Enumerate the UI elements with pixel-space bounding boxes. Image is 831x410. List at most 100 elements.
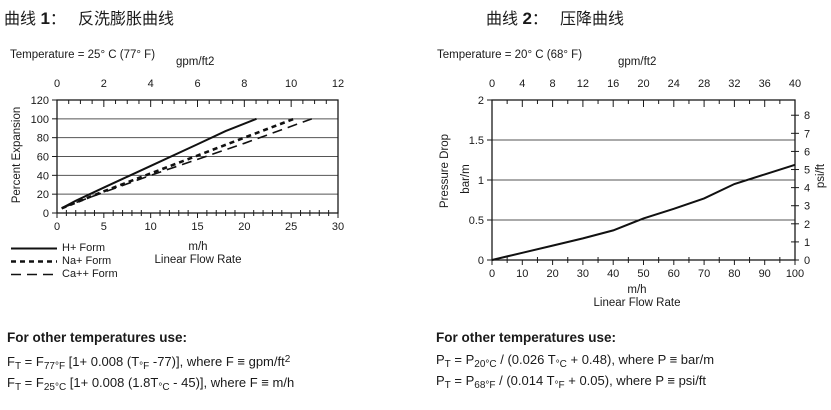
legend-item-na-form: Na+ Form [11, 255, 118, 267]
tick-label: 2 [804, 219, 810, 231]
tick-label: 120 [31, 95, 49, 107]
left-chart-title: 曲线 1： 反洗膨胀曲线 [4, 5, 174, 29]
formula-segment: [1+ 0.008 (T [65, 353, 140, 369]
left-x-axis-title: m/h Linear Flow Rate [118, 241, 278, 267]
tick-labels: 0 4 8 12 16 20 24 28 32 36 400 10 20 30 40 50 60 70 80 90 10… [469, 78, 810, 280]
formula-segment: [1+ 0.008 (1.8T [66, 375, 159, 390]
tick-label: 8 [241, 78, 247, 90]
tick-label: 4 [804, 183, 810, 195]
tick-label: 1 [804, 237, 810, 249]
tick-label: 0 [489, 78, 495, 90]
tick-label: 0 [478, 255, 484, 267]
right-formula-line-2: PT = P68°F / (0.014 T°F + 0.05), where P… [436, 373, 714, 395]
tick-label: 0 [804, 255, 810, 267]
right-formulas-block: For other temperatures use: PT = P20°C /… [436, 330, 714, 395]
tick-label: 25 [285, 221, 297, 233]
left-formula-line-2: FT = F25°C [1+ 0.008 (1.8T°C - 45)], whe… [7, 375, 294, 397]
tick-label: 20 [37, 189, 49, 201]
tick-label: 12 [332, 78, 344, 90]
left-formulas-heading: For other temperatures use: [7, 330, 188, 345]
legend-label: Na+ Form [62, 255, 112, 267]
left-chart-title-number: 1 [40, 9, 50, 28]
tick-label: 30 [332, 221, 344, 233]
pressure-drop-chart: 0 4 8 12 16 20 24 28 32 36 400 10 20 30 40 50 60 70 80 90 10… [469, 78, 810, 280]
left-formulas-block: For other temperatures use: FT = F77°F [… [7, 330, 294, 397]
formula-segment: °F [554, 380, 565, 391]
left-chart-title-separator: ： [49, 11, 66, 28]
series-h-form [61, 117, 257, 210]
tick-label: 60 [668, 268, 680, 280]
tick-label: 3 [804, 201, 810, 213]
tick-label: 50 [637, 268, 649, 280]
axis-ticks [487, 99, 799, 265]
formula-segment: = P [450, 351, 475, 367]
right-chart-title-prefix: 曲线 [486, 11, 523, 28]
tick-label: 8 [804, 110, 810, 122]
right-chart-title-separator: ： [531, 11, 548, 28]
left-chart-legend: H+ Form Na+ Form Ca++ Form [11, 242, 118, 282]
right-formulas-heading: For other temperatures use: [436, 330, 617, 345]
left-x-axis-name: Linear Flow Rate [154, 254, 242, 266]
tick-label: 20 [546, 268, 558, 280]
left-temperature-label: Temperature = 25° C (77° F) [10, 49, 156, 61]
right-secondary-axis-label: psi/ft [815, 163, 827, 189]
formula-segment: + 0.48), where P ≡ bar/m [566, 351, 715, 367]
formula-segment: T [444, 380, 451, 391]
formula-segment: + 0.05), where P ≡ psi/ft [564, 373, 707, 388]
right-chart-title: 曲线 2： 压降曲线 [486, 5, 624, 29]
tick-label: 0 [54, 221, 60, 233]
tick-label: 32 [728, 78, 740, 90]
tick-label: 28 [698, 78, 710, 90]
legend-label: Ca++ Form [62, 268, 118, 280]
left-formula-line-1: FT = F77°F [1+ 0.008 (T°F -77)], where F… [7, 352, 294, 376]
formula-segment: = F [21, 375, 44, 390]
right-formula-line-1: PT = P20°C / (0.026 T°C + 0.48), where P… [436, 352, 714, 374]
formula-segment: P [436, 373, 445, 388]
tick-label: 36 [759, 78, 771, 90]
tick-label: 30 [577, 268, 589, 280]
formula-segment: °C [158, 382, 170, 393]
tick-label: 0 [489, 268, 495, 280]
tick-label: 12 [577, 78, 589, 90]
right-x-axis-title: m/h Linear Flow Rate [557, 284, 717, 310]
tick-label: 40 [789, 78, 801, 90]
axis-ticks [52, 99, 339, 218]
left-chart-title-text: 反洗膨胀曲线 [77, 11, 174, 28]
tick-label: 6 [194, 78, 200, 90]
formula-segment: - 45)], where F ≡ m/h [169, 375, 295, 390]
tick-label: 0.5 [469, 215, 484, 227]
legend-item-h-form: H+ Form [11, 242, 118, 254]
tick-label: 4 [148, 78, 154, 90]
legend-line-sample [11, 247, 57, 249]
tick-label: 10 [516, 268, 528, 280]
right-chart-title-text: 压降曲线 [559, 11, 624, 28]
formula-segment: 25°C [43, 382, 67, 393]
formula-segment: F [7, 353, 15, 369]
tick-label: 15 [191, 221, 203, 233]
tick-label: 8 [550, 78, 556, 90]
tick-label: 1 [478, 175, 484, 187]
tick-label: 100 [31, 114, 49, 126]
formula-segment: T [14, 382, 22, 393]
tick-label: 40 [37, 170, 49, 182]
formula-segment: 77°F [43, 360, 66, 372]
tick-label: 60 [37, 152, 49, 164]
formula-segment: / (0.026 T [496, 351, 556, 367]
right-chart-title-number: 2 [522, 9, 532, 28]
legend-line-sample [11, 273, 57, 275]
formula-segment: T [444, 358, 451, 370]
tick-label: 6 [804, 146, 810, 158]
tick-label: 20 [637, 78, 649, 90]
legend-item-ca-form: Ca++ Form [11, 268, 118, 280]
tick-label: 1.5 [469, 135, 484, 147]
tick-label: 70 [698, 268, 710, 280]
left-y-axis-label: Percent Expansion [11, 106, 23, 204]
formula-segment: °F [139, 360, 150, 372]
formula-segment: T [14, 360, 22, 372]
tick-label: 5 [101, 221, 107, 233]
formula-segment: = P [450, 373, 475, 388]
formula-segment: F [7, 375, 15, 390]
tick-label: 20 [238, 221, 250, 233]
